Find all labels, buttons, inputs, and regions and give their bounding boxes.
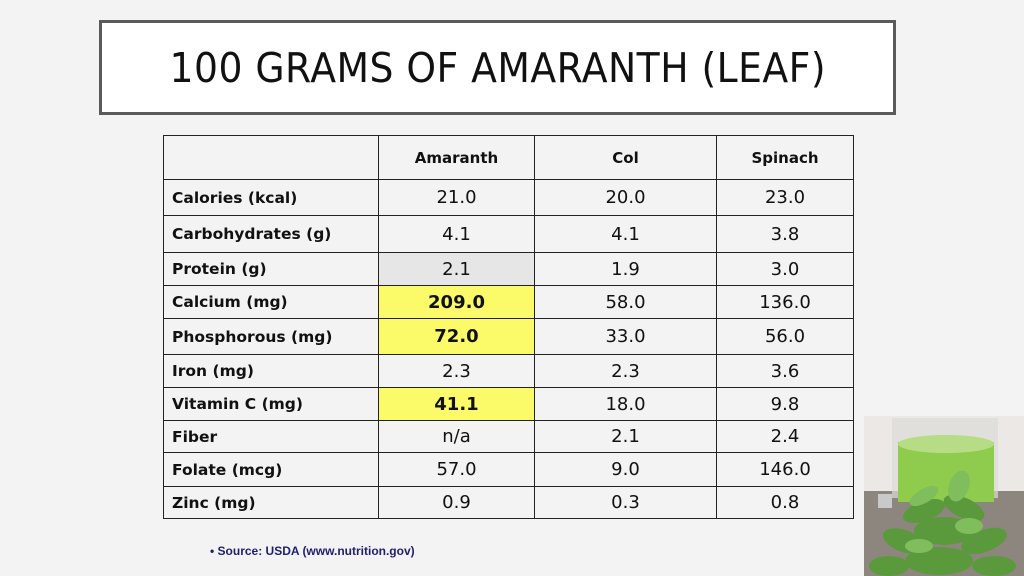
value-cell-amaranth: 209.0: [378, 285, 535, 319]
value-cell-spinach: 2.4: [716, 420, 854, 453]
value-cell-amaranth: 57.0: [378, 452, 535, 487]
row-label: Calcium (mg): [163, 285, 379, 319]
value-cell-amaranth: 72.0: [378, 318, 535, 355]
value-cell-amaranth: n/a: [378, 420, 535, 453]
value-cell-col: 33.0: [534, 318, 717, 355]
header-cell-spinach: Spinach: [716, 135, 854, 180]
row-label: Vitamin C (mg): [163, 387, 379, 421]
row-label: Phosphorous (mg): [163, 318, 379, 355]
value-cell-col: 4.1: [534, 215, 717, 253]
table-row: Fiber n/a 2.1 2.4: [163, 420, 854, 453]
value-cell-col: 58.0: [534, 285, 717, 319]
photo-illustration: [864, 416, 1024, 576]
value-cell-spinach: 136.0: [716, 285, 854, 319]
value-cell-amaranth: 2.3: [378, 354, 535, 388]
table-header-row: Amaranth Col Spinach: [163, 135, 854, 180]
table-row: Protein (g) 2.1 1.9 3.0: [163, 252, 854, 286]
value-cell-amaranth: 4.1: [378, 215, 535, 253]
amaranth-juice-photo: [864, 416, 1024, 576]
source-note: • Source: USDA (www.nutrition.gov): [210, 544, 415, 558]
table-row: Vitamin C (mg) 41.1 18.0 9.8: [163, 387, 854, 421]
value-cell-col: 1.9: [534, 252, 717, 286]
header-cell-amaranth: Amaranth: [378, 135, 535, 180]
value-cell-col: 2.3: [534, 354, 717, 388]
row-label: Carbohydrates (g): [163, 215, 379, 253]
nutrition-table: Amaranth Col Spinach Calories (kcal) 21.0…: [163, 135, 854, 519]
value-cell-amaranth: 21.0: [378, 179, 535, 216]
value-cell-col: 20.0: [534, 179, 717, 216]
table-row: Calories (kcal) 21.0 20.0 23.0: [163, 179, 854, 216]
value-cell-amaranth: 41.1: [378, 387, 535, 421]
header-cell-empty: [163, 135, 379, 180]
table-row: Calcium (mg) 209.0 58.0 136.0: [163, 285, 854, 319]
row-label: Fiber: [163, 420, 379, 453]
value-cell-col: 2.1: [534, 420, 717, 453]
value-cell-spinach: 56.0: [716, 318, 854, 355]
value-cell-amaranth: 0.9: [378, 486, 535, 519]
value-cell-spinach: 3.0: [716, 252, 854, 286]
value-cell-spinach: 23.0: [716, 179, 854, 216]
title-box: 100 GRAMS OF AMARANTH (LEAF): [99, 20, 896, 115]
row-label: Calories (kcal): [163, 179, 379, 216]
header-cell-col: Col: [534, 135, 717, 180]
row-label: Zinc (mg): [163, 486, 379, 519]
value-cell-spinach: 3.8: [716, 215, 854, 253]
table-row: Iron (mg) 2.3 2.3 3.6: [163, 354, 854, 388]
value-cell-col: 18.0: [534, 387, 717, 421]
table-row: Folate (mcg) 57.0 9.0 146.0: [163, 452, 854, 487]
value-cell-spinach: 0.8: [716, 486, 854, 519]
value-cell-amaranth: 2.1: [378, 252, 535, 286]
slide-title: 100 GRAMS OF AMARANTH (LEAF): [169, 43, 826, 92]
table-row: Phosphorous (mg) 72.0 33.0 56.0: [163, 318, 854, 355]
value-cell-col: 0.3: [534, 486, 717, 519]
value-cell-col: 9.0: [534, 452, 717, 487]
row-label: Protein (g): [163, 252, 379, 286]
value-cell-spinach: 146.0: [716, 452, 854, 487]
row-label: Iron (mg): [163, 354, 379, 388]
table-row: Carbohydrates (g) 4.1 4.1 3.8: [163, 215, 854, 253]
value-cell-spinach: 9.8: [716, 387, 854, 421]
value-cell-spinach: 3.6: [716, 354, 854, 388]
row-label: Folate (mcg): [163, 452, 379, 487]
table-row: Zinc (mg) 0.9 0.3 0.8: [163, 486, 854, 519]
